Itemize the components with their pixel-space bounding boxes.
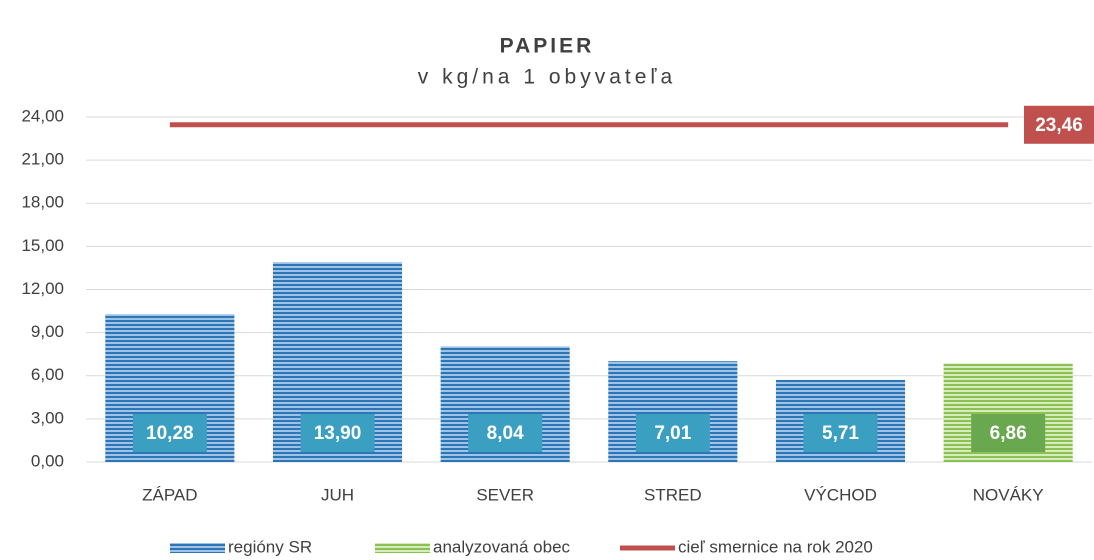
y-tick-label: 6,00 bbox=[31, 365, 64, 384]
x-tick-label: ZÁPAD bbox=[142, 485, 197, 504]
target-label-box bbox=[1024, 105, 1094, 144]
y-tick-label: 9,00 bbox=[31, 322, 64, 341]
value-label-box bbox=[971, 414, 1046, 452]
value-label: 8,04 bbox=[487, 423, 524, 444]
value-label: 13,90 bbox=[314, 423, 362, 444]
y-tick-label: 21,00 bbox=[21, 150, 64, 169]
value-label: 10,28 bbox=[146, 423, 194, 444]
x-tick-label: STRED bbox=[644, 485, 702, 504]
y-tick-label: 0,00 bbox=[31, 451, 64, 470]
chart-subtitle: v kg/na 1 obyvateľa bbox=[418, 66, 676, 89]
value-label-box bbox=[635, 414, 710, 452]
y-tick-label: 15,00 bbox=[21, 236, 64, 255]
legend-label: cieľ smernice na rok 2020 bbox=[678, 537, 873, 556]
x-tick-label: SEVER bbox=[476, 485, 534, 504]
legend-label: analyzovaná obec bbox=[433, 537, 571, 556]
value-label: 7,01 bbox=[654, 423, 691, 444]
target-label: 23,46 bbox=[1035, 115, 1083, 136]
value-label-box bbox=[132, 414, 207, 452]
value-label-box bbox=[803, 414, 878, 452]
legend-swatch bbox=[375, 543, 430, 553]
legend-label: regióny SR bbox=[228, 537, 312, 556]
value-label: 6,86 bbox=[990, 423, 1027, 444]
value-label-box bbox=[300, 414, 375, 452]
value-label-box bbox=[468, 414, 543, 452]
value-label: 5,71 bbox=[822, 423, 859, 444]
x-tick-label: VÝCHOD bbox=[804, 485, 877, 504]
x-tick-label: NOVÁKY bbox=[973, 485, 1044, 504]
chart-title: PAPIER bbox=[500, 35, 595, 58]
y-tick-label: 3,00 bbox=[31, 408, 64, 427]
y-tick-label: 24,00 bbox=[21, 106, 64, 125]
y-tick-label: 18,00 bbox=[21, 193, 64, 212]
x-tick-label: JUH bbox=[321, 485, 354, 504]
legend-swatch bbox=[170, 543, 225, 553]
y-tick-label: 12,00 bbox=[21, 279, 64, 298]
